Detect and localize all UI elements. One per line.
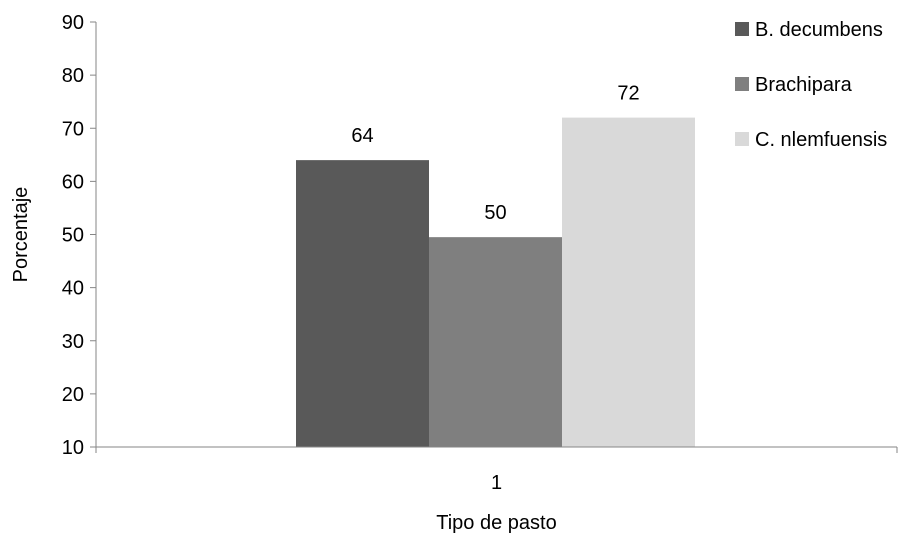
legend-swatch [735,132,749,146]
y-tick-label: 70 [62,118,84,140]
y-tick-label: 60 [62,171,84,193]
y-tick-label: 90 [62,12,84,34]
data-label: 72 [617,83,639,105]
legend-label: Brachipara [755,74,853,96]
y-tick-label: 50 [62,225,84,247]
y-tick-group: 10 20 30 40 50 60 70 80 90 [62,12,96,459]
data-label-group: 64 50 72 [351,83,639,225]
bar-group [296,117,695,447]
y-axis: 10 20 30 40 50 60 70 80 90 [62,12,97,459]
x-tick-label: 1 [491,472,502,494]
y-tick-label: 20 [62,384,84,406]
data-label: 64 [351,125,373,147]
data-label: 50 [484,202,506,224]
y-tick-label: 80 [62,65,84,87]
bar-3 [562,117,695,447]
y-tick-label: 40 [62,278,84,300]
y-tick-label: 10 [62,437,84,459]
bar-1 [296,160,429,447]
legend: B. decumbens Brachipara C. nlemfuensis [735,19,887,151]
y-axis-title: Porcentaje [10,187,32,283]
legend-swatch [735,77,749,91]
bar-2 [429,237,562,447]
y-tick-label: 30 [62,331,84,353]
legend-swatch [735,22,749,36]
legend-label: C. nlemfuensis [755,129,887,151]
legend-label: B. decumbens [755,19,883,41]
x-axis-title: Tipo de pasto [436,512,556,533]
